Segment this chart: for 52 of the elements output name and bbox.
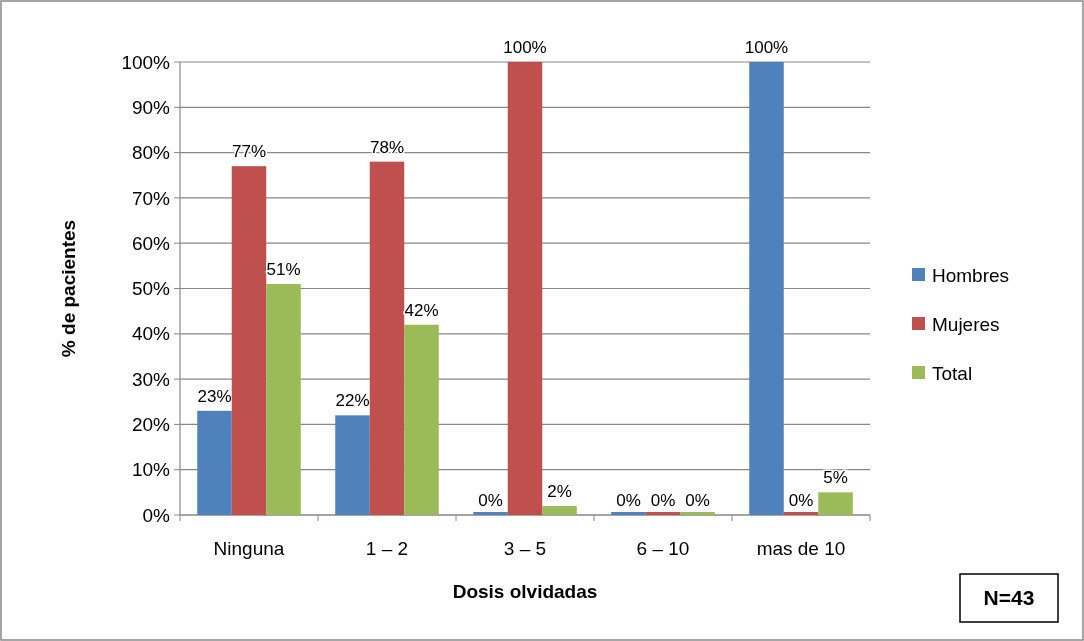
bar (507, 62, 543, 515)
x-tick-label: 1 – 2 (365, 538, 409, 559)
y-tick-label: 10% (131, 459, 171, 481)
legend-label: Hombres (932, 264, 1010, 286)
bar (404, 324, 439, 515)
y-axis-title: % de pacientes (58, 219, 79, 358)
bar (473, 512, 508, 515)
data-label: 22% (335, 391, 370, 411)
data-label: 100% (503, 38, 547, 57)
data-label: 51% (266, 259, 301, 279)
data-label: 23% (197, 386, 232, 406)
y-tick-label: 90% (131, 96, 171, 118)
data-label: 77% (231, 142, 267, 162)
x-axis-title: Dosis olvidadas (452, 581, 598, 602)
bar (645, 512, 681, 515)
y-tick-label: 20% (131, 414, 171, 436)
bar (542, 505, 577, 515)
bar (783, 512, 819, 515)
x-tick-label: Ninguna (213, 538, 285, 559)
bar (231, 166, 267, 515)
data-label: 0% (616, 491, 641, 510)
data-label: 0% (650, 491, 676, 510)
x-tick-label: 6 – 10 (636, 538, 690, 559)
legend-label: Total (932, 362, 973, 384)
bar (266, 283, 301, 515)
y-tick-label: 80% (131, 142, 171, 164)
y-tick-label: 100% (121, 51, 171, 73)
data-label: 78% (369, 137, 405, 157)
bar (197, 410, 232, 515)
bar (611, 512, 646, 515)
legend-label: Mujeres (932, 313, 1000, 335)
y-tick-label: 70% (131, 187, 171, 209)
data-label: 5% (823, 468, 848, 488)
bar (335, 415, 370, 515)
y-tick-label: 30% (131, 368, 171, 390)
y-tick-label: 60% (131, 232, 171, 254)
y-tick-label: 40% (131, 323, 171, 345)
data-label: 42% (404, 300, 439, 320)
data-label: 0% (685, 491, 710, 510)
bar (749, 62, 784, 515)
x-tick-label: 3 – 5 (503, 538, 547, 559)
data-label: 0% (478, 491, 503, 510)
data-label: 0% (788, 491, 814, 510)
y-tick-label: 0% (142, 504, 171, 526)
data-label: 100% (744, 38, 789, 57)
text: N=43 (983, 586, 1035, 610)
bar (369, 161, 405, 515)
bar (818, 492, 853, 515)
y-tick-label: 50% (131, 278, 171, 300)
bar (680, 512, 715, 515)
data-label: 2% (547, 481, 572, 501)
x-tick-label: mas de 10 (756, 538, 846, 559)
